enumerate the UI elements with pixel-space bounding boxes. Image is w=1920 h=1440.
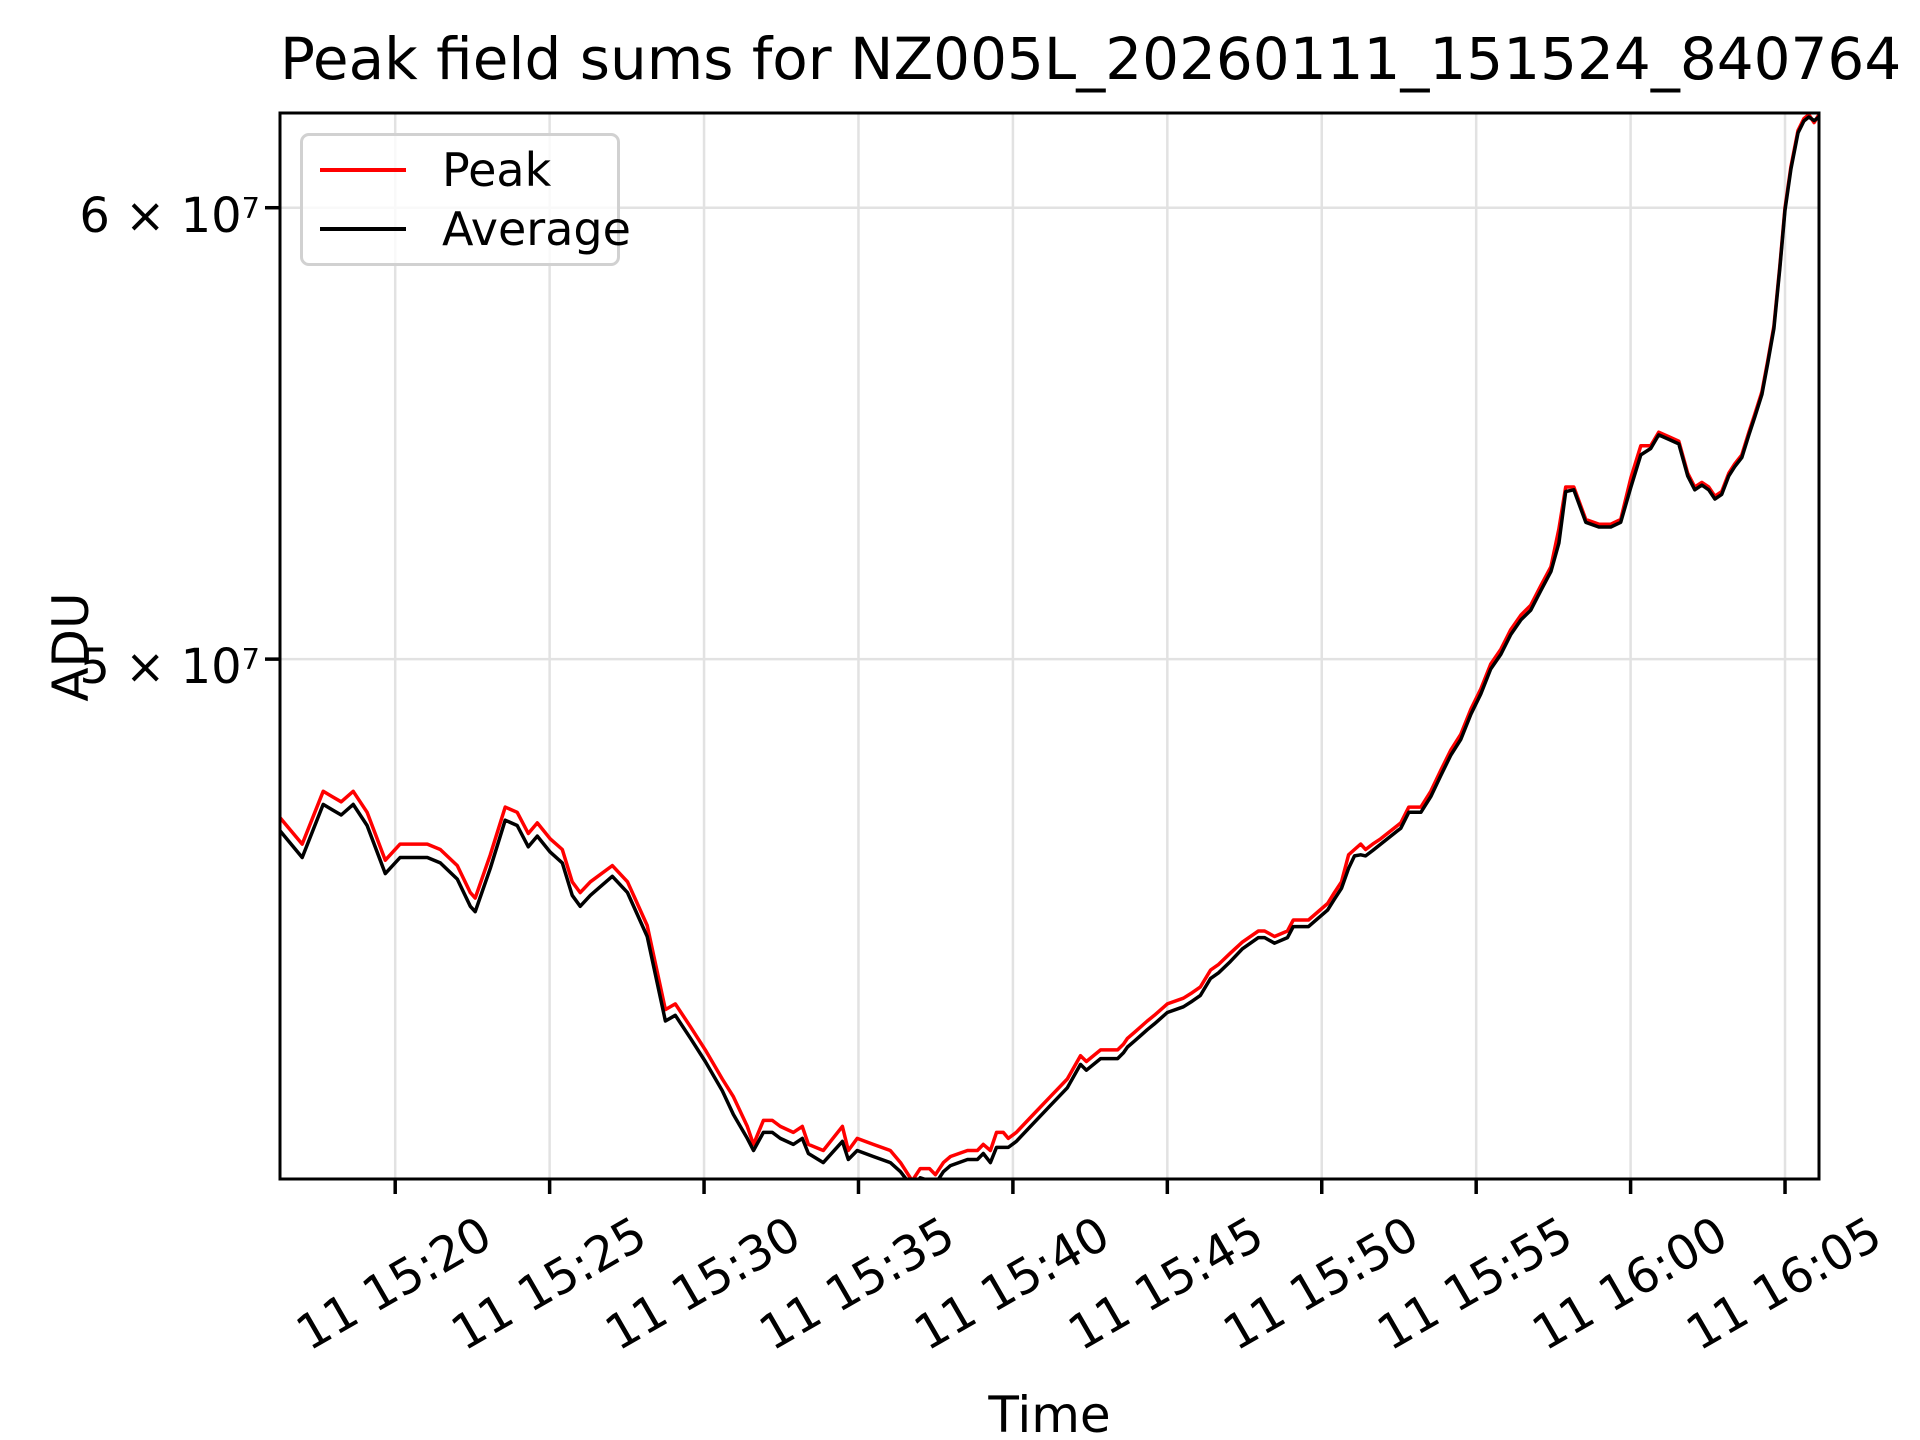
y-tick-label: 5 × 107	[79, 639, 260, 696]
legend-label-average: Average	[442, 202, 631, 257]
series-peak-line	[280, 113, 1819, 1179]
chart-title: Peak field sums for NZ005L_20260111_1515…	[280, 25, 1902, 93]
average-line-swatch	[320, 227, 406, 232]
x-axis-label: Time	[988, 1386, 1111, 1440]
legend-row-average: Average	[303, 200, 631, 258]
peak-line-swatch	[320, 167, 406, 172]
legend: Peak Average	[300, 133, 631, 266]
plot-frame	[278, 111, 1821, 1181]
series-average-line	[280, 115, 1819, 1179]
y-tick-label: 6 × 107	[79, 187, 260, 244]
legend-label-peak: Peak	[442, 142, 552, 197]
legend-row-peak: Peak	[303, 141, 617, 199]
